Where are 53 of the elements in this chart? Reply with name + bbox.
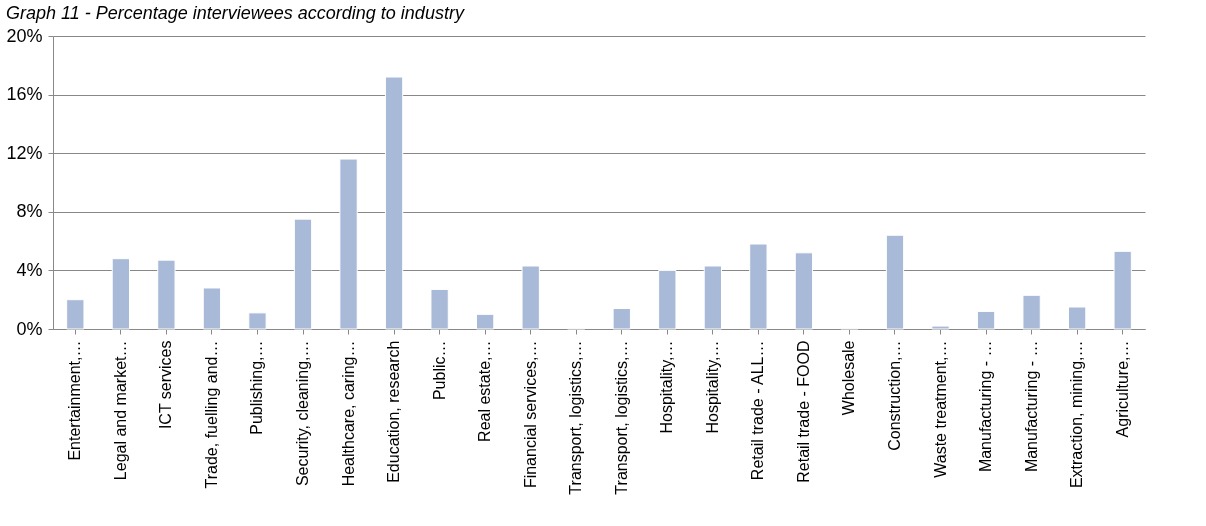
x-tick-label: Education, research bbox=[385, 340, 403, 483]
bar bbox=[703, 265, 722, 330]
x-tick-label: Hospitality,… bbox=[703, 340, 721, 434]
x-tick-label: Real estate,… bbox=[476, 340, 494, 442]
bar bbox=[1022, 294, 1041, 330]
bar bbox=[885, 234, 905, 330]
bar bbox=[248, 312, 267, 330]
y-tick-label: 20% bbox=[6, 25, 43, 46]
x-tick-label: Retail trade - ALL… bbox=[749, 340, 767, 481]
x-tick-label: Healthcare, caring… bbox=[339, 340, 357, 487]
x-tick-label: Retail trade - FOOD bbox=[794, 340, 812, 483]
y-tick-label: 16% bbox=[6, 84, 43, 105]
y-tick-label: 12% bbox=[6, 142, 43, 163]
x-tick-label: Transport, logistics,… bbox=[567, 340, 585, 495]
bar bbox=[202, 287, 222, 330]
x-tick-label: Security, cleaning,… bbox=[294, 340, 311, 487]
x-tick-label: Agriculture,… bbox=[1113, 340, 1131, 438]
bar bbox=[521, 265, 540, 330]
bar bbox=[430, 288, 449, 330]
y-tick-label: 4% bbox=[16, 259, 43, 280]
bar bbox=[476, 313, 495, 330]
x-tick-label: ICT services bbox=[157, 340, 175, 430]
chart-title: Graph 11 - Percentage interviewees according to industry bbox=[5, 3, 465, 23]
bar bbox=[111, 258, 130, 330]
bar bbox=[658, 269, 677, 330]
bar bbox=[339, 158, 358, 330]
x-tick-label: Financial services,… bbox=[521, 340, 539, 489]
bar bbox=[1113, 250, 1132, 330]
x-tick-label: Entertainment,… bbox=[66, 340, 84, 461]
bar bbox=[384, 76, 404, 330]
bar bbox=[931, 325, 950, 330]
x-tick-label: Legal and market… bbox=[111, 340, 129, 481]
x-tick-label: Extraction, mining,… bbox=[1068, 340, 1086, 489]
x-tick-label: Hospitality,… bbox=[658, 340, 676, 434]
bar bbox=[976, 310, 996, 330]
x-tick-label: Manufacturing - … bbox=[977, 340, 995, 473]
x-tick-label: Publishing,… bbox=[248, 340, 266, 435]
bar bbox=[1068, 306, 1087, 330]
bar bbox=[749, 243, 768, 330]
bar bbox=[612, 307, 631, 330]
bar bbox=[157, 259, 176, 330]
x-tick-label: Waste treatment,… bbox=[931, 340, 949, 478]
x-tick-label: Transport, logistics,… bbox=[612, 340, 630, 495]
bar bbox=[794, 252, 814, 330]
bar bbox=[293, 218, 313, 330]
y-tick-label: 0% bbox=[16, 318, 43, 339]
x-tick-label: Trade, fuelling and… bbox=[202, 340, 220, 489]
x-tick-label: Manufacturing - … bbox=[1022, 340, 1040, 473]
x-tick-label: Construction,… bbox=[886, 340, 903, 451]
bar bbox=[66, 299, 85, 330]
x-tick-label: Wholesale bbox=[840, 340, 858, 416]
y-tick-label: 8% bbox=[16, 201, 43, 222]
x-tick-label: Public… bbox=[430, 340, 448, 401]
